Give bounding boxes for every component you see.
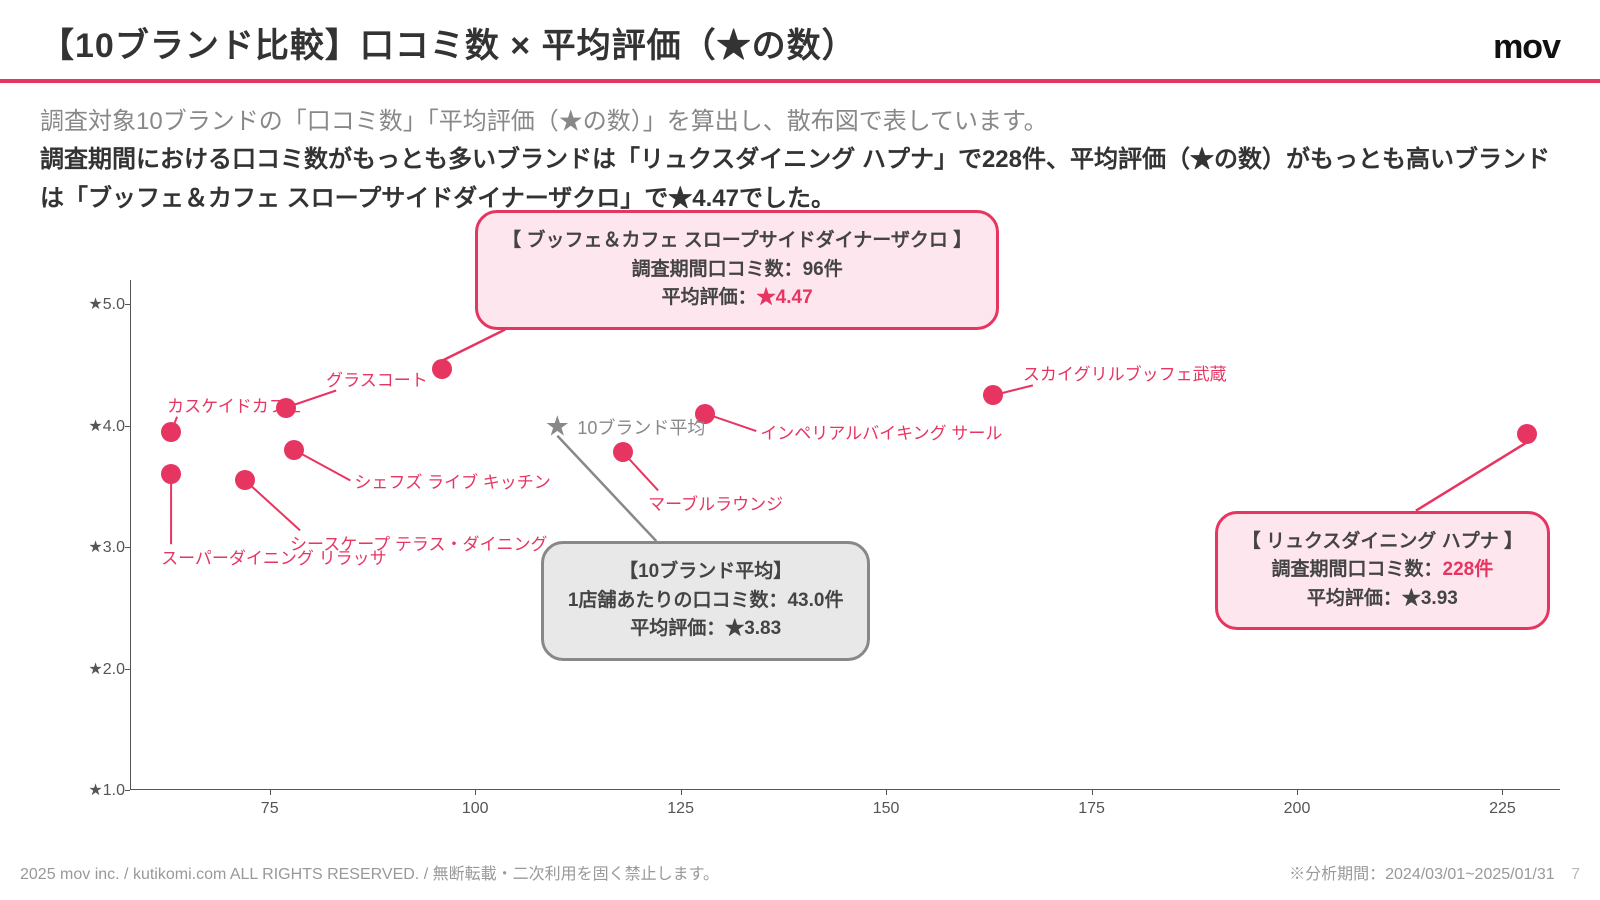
point-label: シェフズ ライブ キッチン	[354, 468, 550, 493]
page-title: 【10ブランド比較】口コミ数 × 平均評価（★の数）	[40, 18, 857, 67]
logo: mov	[1493, 28, 1560, 67]
x-tick-label: 200	[1284, 800, 1311, 818]
average-marker-label: 10ブランド平均	[577, 414, 705, 440]
header: 【10ブランド比較】口コミ数 × 平均評価（★の数） mov	[0, 0, 1600, 79]
data-point	[276, 398, 296, 418]
data-point	[235, 470, 255, 490]
y-tick-label: ★5.0	[70, 294, 125, 314]
description-block: 調査対象10ブランドの「口コミ数」「平均評価（★の数）」を算出し、散布図で表して…	[0, 83, 1600, 218]
analysis-period: ※分析期間：2024/03/01~2025/01/31 7	[1289, 860, 1580, 884]
data-point	[1517, 424, 1537, 444]
data-point	[983, 385, 1003, 405]
y-tick-label: ★3.0	[70, 537, 125, 557]
average-marker-icon: ★	[545, 409, 570, 442]
point-label: グラスコート	[326, 366, 428, 391]
point-label: マーブルラウンジ	[648, 490, 783, 515]
page-number: 7	[1571, 866, 1580, 883]
y-tick-label: ★1.0	[70, 780, 125, 800]
callout-hapuna: 【 リュクスダイニング ハプナ 】調査期間口コミ数：228件平均評価：★3.93	[1215, 511, 1550, 631]
desc-line-1: 調査対象10ブランドの「口コミ数」「平均評価（★の数）」を算出し、散布図で表して…	[40, 103, 1560, 141]
footer: 2025 mov inc. / kutikomi.com ALL RIGHTS …	[20, 860, 1580, 884]
callout-zakuro: 【 ブッフェ＆カフェ スロープサイドダイナーザクロ 】調査期間口コミ数：96件平…	[475, 210, 999, 330]
x-tick-label: 100	[462, 800, 489, 818]
x-tick-label: 125	[667, 800, 694, 818]
data-point	[284, 440, 304, 460]
x-tick-label: 175	[1078, 800, 1105, 818]
y-tick-label: ★4.0	[70, 416, 125, 436]
copyright: 2025 mov inc. / kutikomi.com ALL RIGHTS …	[20, 860, 719, 884]
point-label: シースケープ テラス・ダイニング	[290, 530, 548, 555]
data-point	[161, 464, 181, 484]
slide: 【10ブランド比較】口コミ数 × 平均評価（★の数） mov 調査対象10ブラン…	[0, 0, 1600, 900]
point-label: インペリアルバイキング サール	[760, 419, 1002, 444]
scatter-chart: ★1.0 ★2.0 ★3.0 ★4.0 ★5.0 75 100 125 150 175 200 225…	[40, 230, 1560, 830]
point-label: スカイグリルブッフェ武蔵	[1023, 360, 1227, 385]
desc-line-2: 調査期間における口コミ数がもっとも多いブランドは「リュクスダイニング ハプナ」で…	[40, 141, 1560, 218]
callout-average: 【10ブランド平均】1店舗あたりの口コミ数：43.0件平均評価：★3.83	[541, 541, 871, 661]
y-tick-label: ★2.0	[70, 659, 125, 679]
data-point	[613, 442, 633, 462]
x-tick-label: 225	[1489, 800, 1516, 818]
data-point	[432, 359, 452, 379]
data-point	[161, 422, 181, 442]
x-tick-label: 75	[261, 800, 279, 818]
x-tick-label: 150	[873, 800, 900, 818]
